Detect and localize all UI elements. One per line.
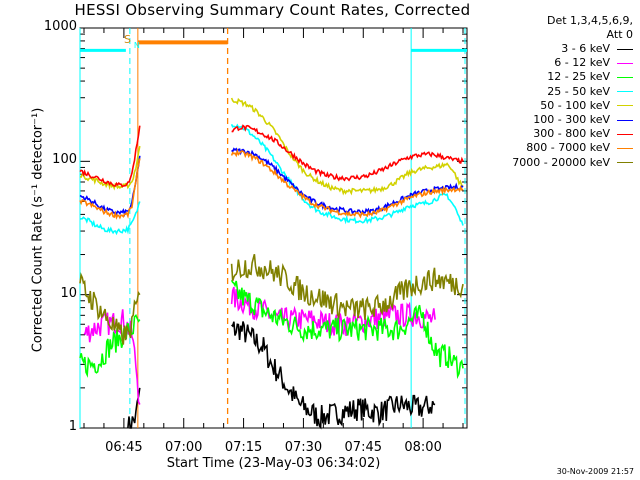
x-tick-label: 06:45 [105, 440, 143, 455]
legend-swatch [617, 62, 633, 64]
series-line [230, 286, 436, 336]
legend-swatch [617, 133, 633, 135]
legend-swatch [617, 48, 633, 50]
series-line [231, 124, 464, 182]
legend-swatch [617, 105, 633, 107]
legend-label: 7000 - 20000 keV [512, 155, 610, 169]
legend-label: 800 - 7000 keV [526, 141, 610, 155]
legend-label: 100 - 300 keV [533, 113, 610, 127]
legend-entry: 100 - 300 keV [478, 113, 636, 127]
legend-entry: 6 - 12 keV [478, 56, 636, 70]
legend-entry: 800 - 7000 keV [478, 141, 636, 155]
orbit-markers: N [79, 28, 467, 428]
x-tick-label: 07:15 [224, 440, 263, 455]
legend-label: 12 - 25 keV [547, 70, 610, 84]
legend-label: 300 - 800 keV [533, 127, 610, 141]
series-line [230, 148, 464, 219]
legend-header-detectors: Det 1,3,4,5,6,9, [546, 14, 633, 27]
series-line [230, 123, 464, 226]
legend-swatch [617, 119, 633, 121]
legend-entry: 50 - 100 keV [478, 99, 636, 113]
night-flag-letter: N [134, 41, 140, 50]
series-group [79, 97, 464, 430]
legend-label: 3 - 6 keV [561, 42, 610, 56]
series-line [79, 272, 141, 345]
legend-entry: 12 - 25 keV [478, 70, 636, 84]
y-axis-label: Corrected Count Rate (s⁻¹ detector⁻¹) [30, 107, 46, 353]
x-tick-label: 07:30 [284, 440, 323, 455]
legend-label: 6 - 12 keV [554, 56, 610, 70]
series-line [79, 314, 141, 378]
series-line [230, 253, 464, 320]
legend-entry: 25 - 50 keV [478, 85, 636, 99]
legend-swatch [617, 147, 633, 149]
legend-entries: 3 - 6 keV 6 - 12 keV 12 - 25 keV 25 - 50 ke… [478, 42, 636, 170]
legend-swatch [617, 162, 633, 164]
x-tick-label: 07:00 [164, 440, 203, 455]
legend-swatch [617, 76, 633, 78]
x-tick-label: 07:45 [344, 440, 382, 455]
legend-swatch [617, 91, 633, 93]
y-tick-label: 1 [68, 419, 77, 434]
legend-header-attenuator: Att 0 [606, 28, 633, 41]
legend-entry: 3 - 6 keV [478, 42, 636, 56]
y-tick-label: 10 [60, 285, 77, 301]
series-line [231, 321, 436, 430]
generation-timestamp: 30-Nov-2009 21:57 [556, 467, 634, 476]
legend-entry: 300 - 800 keV [478, 127, 636, 141]
series-line [230, 279, 464, 380]
legend: Det 1,3,4,5,6,9, Att 0 3 - 6 keV 6 - 12 k… [478, 14, 636, 170]
series-line [230, 97, 464, 196]
legend-label: 50 - 100 keV [540, 98, 610, 112]
x-axis-label: Start Time (23-May-03 06:34:02) [166, 456, 381, 471]
x-tick-label: 08:00 [404, 440, 442, 455]
series-line [79, 145, 141, 191]
legend-entry: 7000 - 20000 keV [478, 156, 636, 170]
y-tick-label: 100 [52, 152, 77, 168]
series-line [79, 158, 141, 220]
y-tick-label: 1000 [43, 19, 77, 34]
chart-title: HESSI Observing Summary Count Rates, Cor… [74, 1, 471, 19]
series-line [79, 125, 141, 188]
legend-label: 25 - 50 keV [547, 84, 610, 98]
series-line [79, 201, 141, 236]
saa-flag-letter: S [124, 33, 131, 46]
